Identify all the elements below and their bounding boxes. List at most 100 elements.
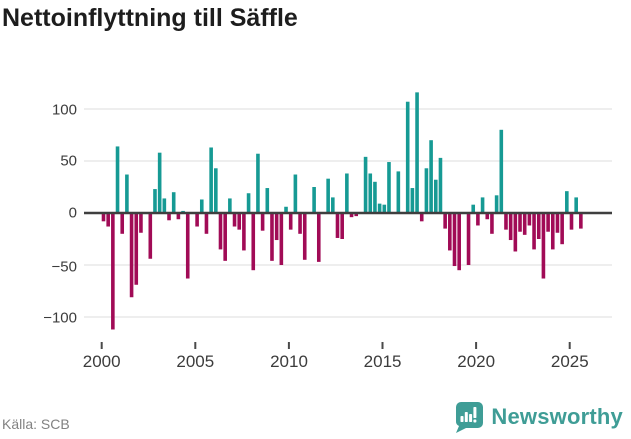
bar — [209, 147, 213, 213]
bar — [316, 213, 321, 262]
bar — [242, 213, 246, 251]
bar — [274, 213, 279, 241]
bar — [476, 213, 480, 226]
bar — [288, 213, 293, 230]
bar — [536, 213, 541, 239]
bar — [312, 187, 316, 213]
bars — [101, 92, 583, 330]
bar — [499, 129, 504, 213]
bar — [485, 213, 490, 220]
x-tick-label-2005: 2005 — [176, 352, 215, 371]
bar — [480, 197, 485, 213]
bar — [466, 213, 471, 265]
bar — [204, 213, 209, 234]
bar-chart-speech-bubble-icon — [456, 402, 484, 433]
bar — [354, 213, 359, 217]
bar — [157, 152, 162, 213]
newsworthy-wordmark: Newsworthy — [491, 404, 623, 429]
bar — [223, 213, 227, 261]
bar — [251, 213, 256, 271]
bar — [106, 213, 110, 227]
bar — [331, 197, 335, 213]
bar — [508, 213, 513, 241]
chart-title: Nettoinflyttning till Säffle — [2, 4, 298, 32]
bar — [302, 213, 307, 260]
bar — [293, 174, 298, 213]
bar — [555, 213, 560, 233]
bar — [153, 189, 157, 213]
bar — [518, 213, 522, 232]
bar — [176, 213, 181, 220]
y-tick-label-0: 0 — [68, 204, 77, 222]
bar — [345, 173, 349, 213]
bar — [265, 188, 270, 213]
bar — [129, 213, 134, 298]
bar — [218, 213, 223, 250]
x-tick-label-2015: 2015 — [363, 352, 402, 371]
bar — [443, 213, 447, 229]
bar — [532, 213, 536, 250]
bar — [513, 213, 518, 252]
gridlines — [84, 108, 612, 318]
bar — [377, 203, 382, 213]
bar — [429, 140, 433, 213]
bar — [270, 213, 274, 261]
y-tick-label-50: 50 — [60, 152, 77, 170]
bar — [569, 213, 574, 230]
bar — [111, 213, 115, 330]
x-tick-label-2025: 2025 — [550, 352, 589, 371]
bar — [134, 213, 139, 285]
bar — [340, 213, 344, 239]
bar — [504, 213, 508, 230]
bar — [560, 213, 564, 245]
bar — [433, 179, 438, 213]
x-axis-ticks — [100, 342, 571, 349]
bar — [199, 199, 204, 213]
bar — [546, 213, 550, 232]
bar — [405, 101, 410, 213]
bar — [228, 198, 232, 213]
bar — [424, 168, 429, 213]
bar — [148, 213, 153, 259]
bar — [232, 213, 237, 227]
bar — [452, 213, 457, 267]
bar — [448, 213, 452, 251]
bar — [363, 156, 368, 213]
y-tick-label-100: 100 — [51, 101, 77, 119]
bar — [139, 213, 143, 233]
bar — [260, 213, 265, 231]
bar — [279, 213, 284, 265]
bar — [195, 213, 199, 227]
bar — [541, 213, 546, 279]
newsworthy-logo[interactable]: Newsworthy — [453, 400, 623, 434]
bar — [415, 92, 419, 213]
bar — [335, 213, 340, 238]
bar — [550, 213, 555, 250]
bar — [387, 162, 391, 213]
bar — [185, 213, 190, 279]
bar — [490, 213, 494, 234]
bar — [101, 213, 106, 222]
bar — [162, 198, 167, 213]
bar — [457, 213, 461, 271]
bar — [438, 157, 443, 213]
y-tick-label-neg50: −50 — [51, 258, 77, 276]
bar — [326, 178, 330, 213]
bar — [237, 213, 242, 230]
bar — [579, 213, 583, 229]
bar — [298, 213, 302, 234]
bar — [115, 146, 120, 213]
bar — [574, 197, 578, 213]
x-tick-label-2010: 2010 — [270, 352, 308, 371]
bar — [396, 171, 401, 213]
bar — [349, 213, 354, 218]
bar — [565, 191, 569, 213]
bar — [284, 206, 288, 213]
x-tick-label-2000: 2000 — [82, 352, 121, 371]
bar — [256, 153, 260, 213]
bar — [214, 168, 218, 213]
bar — [382, 204, 387, 213]
bar — [419, 213, 424, 222]
bar — [368, 173, 373, 213]
